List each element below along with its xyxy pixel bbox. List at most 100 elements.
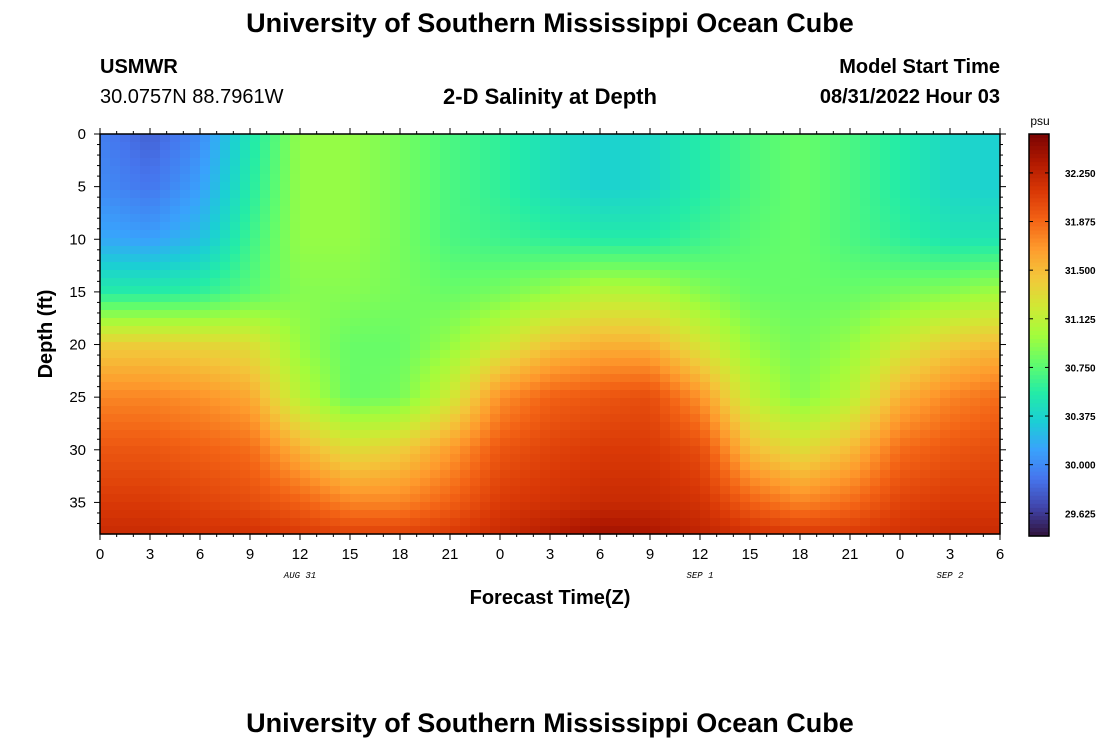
heatmap-cell [800, 222, 811, 231]
heatmap-cell [110, 486, 121, 495]
heatmap-cell [930, 230, 941, 239]
heatmap-cell [400, 518, 411, 527]
heatmap-cell [800, 526, 811, 535]
heatmap-cell [460, 254, 471, 263]
heatmap-cell [390, 142, 401, 151]
heatmap-cell [150, 270, 161, 279]
heatmap-cell [970, 350, 981, 359]
heatmap-cell [430, 462, 441, 471]
heatmap-cell [270, 430, 281, 439]
heatmap-cell [220, 238, 231, 247]
heatmap-cell [610, 326, 621, 335]
heatmap-cell [910, 198, 921, 207]
heatmap-cell [590, 494, 601, 503]
heatmap-cell [420, 150, 431, 159]
heatmap-cell [940, 302, 951, 311]
heatmap-cell [780, 222, 791, 231]
heatmap-cell [820, 302, 831, 311]
heatmap-cell [430, 302, 441, 311]
heatmap-cell [960, 462, 971, 471]
heatmap-cell [170, 190, 181, 199]
heatmap-cell [660, 342, 671, 351]
heatmap-cell [230, 494, 241, 503]
heatmap-cell [190, 198, 201, 207]
heatmap-cell [400, 278, 411, 287]
heatmap-cell [730, 134, 741, 143]
heatmap-cell [150, 438, 161, 447]
heatmap-cell [290, 502, 301, 511]
heatmap-cell [330, 430, 341, 439]
x-tick-label: 15 [742, 546, 759, 563]
heatmap-cell [230, 254, 241, 263]
heatmap-cell [500, 166, 511, 175]
heatmap-cell [870, 326, 881, 335]
heatmap-cell [970, 174, 981, 183]
heatmap-cell [510, 350, 521, 359]
heatmap-cell [390, 238, 401, 247]
heatmap-cell [150, 390, 161, 399]
heatmap-cell [510, 302, 521, 311]
heatmap-cell [120, 510, 131, 519]
heatmap-cell [400, 478, 411, 487]
heatmap-cell [790, 214, 801, 223]
colorbar-segment [1029, 178, 1049, 183]
heatmap-cell [450, 214, 461, 223]
y-tick-label: 35 [69, 494, 86, 511]
heatmap-cell [830, 502, 841, 511]
colorbar-segment [1029, 282, 1049, 288]
heatmap-cell [730, 470, 741, 479]
heatmap-cell [950, 158, 961, 167]
heatmap-cell [110, 358, 121, 367]
heatmap-cell [650, 214, 661, 223]
heatmap-cell [420, 374, 431, 383]
heatmap-cell [200, 142, 211, 151]
heatmap-cell [270, 358, 281, 367]
heatmap-cell [260, 222, 271, 231]
heatmap-cell [130, 222, 141, 231]
heatmap-cell [850, 270, 861, 279]
heatmap-cell [100, 310, 111, 319]
heatmap-cell [360, 174, 371, 183]
heatmap-cell [330, 150, 341, 159]
heatmap-cell [320, 278, 331, 287]
heatmap-cell [120, 190, 131, 199]
heatmap-cell [600, 230, 611, 239]
heatmap-cell [360, 358, 371, 367]
heatmap-cell [740, 406, 751, 415]
heatmap-cell [980, 310, 991, 319]
heatmap-cell [410, 502, 421, 511]
heatmap-cell [360, 326, 371, 335]
heatmap-cell [620, 334, 631, 343]
heatmap-cell [710, 486, 721, 495]
heatmap-cell [410, 422, 421, 431]
heatmap-cell [700, 198, 711, 207]
heatmap-cell [750, 310, 761, 319]
heatmap-cell [170, 302, 181, 311]
heatmap-cell [630, 390, 641, 399]
heatmap-cell [770, 238, 781, 247]
heatmap-cell [440, 238, 451, 247]
heatmap-cell [210, 254, 221, 263]
heatmap-cell [840, 134, 851, 143]
heatmap-cell [500, 342, 511, 351]
heatmap-cell [420, 430, 431, 439]
heatmap-cell [780, 478, 791, 487]
heatmap-cell [820, 430, 831, 439]
heatmap-cell [740, 246, 751, 255]
heatmap-cell [640, 286, 651, 295]
heatmap-cell [510, 438, 521, 447]
heatmap-cell [890, 294, 901, 303]
heatmap-cell [350, 334, 361, 343]
heatmap-cell [960, 430, 971, 439]
colorbar-segment [1029, 363, 1049, 368]
heatmap-cell [350, 246, 361, 255]
heatmap-cell [770, 438, 781, 447]
heatmap-cell [810, 134, 821, 143]
heatmap-cell [330, 398, 341, 407]
heatmap-cell [780, 286, 791, 295]
heatmap-cell [860, 486, 871, 495]
heatmap-cell [760, 486, 771, 495]
heatmap-cell [400, 214, 411, 223]
heatmap-cell [130, 406, 141, 415]
heatmap-cell [150, 246, 161, 255]
